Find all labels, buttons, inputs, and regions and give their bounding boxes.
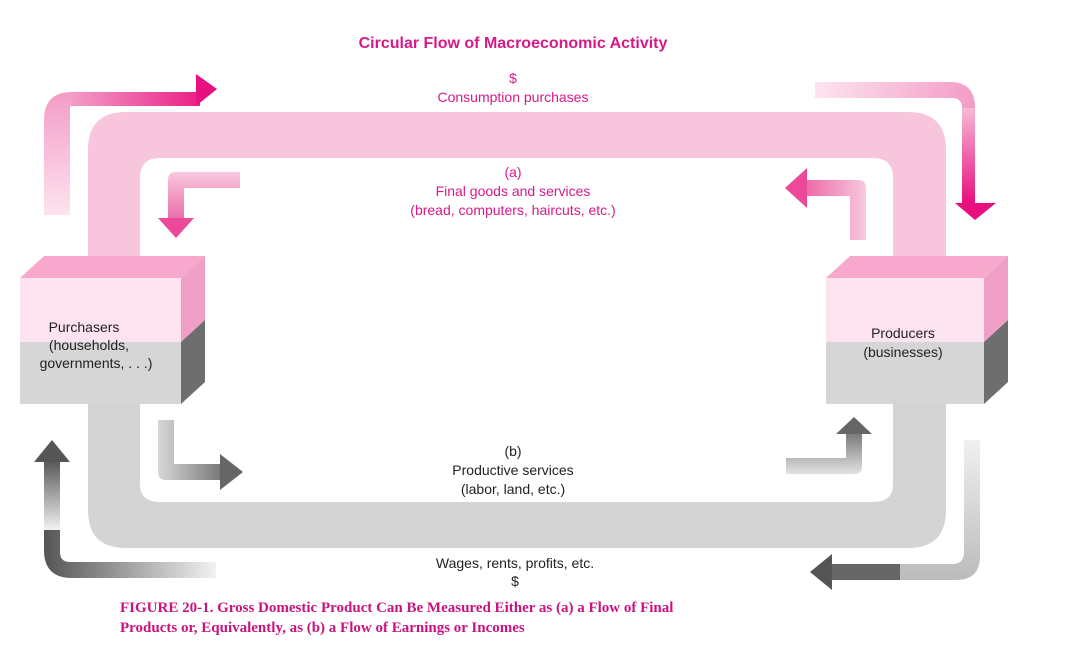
gray-arrow-bottom-right [810,440,980,590]
wages-dollar-sign: $ [511,573,519,589]
gray-arrow-inner-left [158,420,243,490]
final-goods-label: Final goods and services [436,183,591,199]
producers-box [826,256,1008,404]
figure-caption-line1: FIGURE 20-1. Gross Domestic Product Can … [120,600,673,616]
producers-label-line2: (businesses) [863,344,942,360]
diagram-title: Circular Flow of Macroeconomic Activity [359,35,668,52]
final-goods-examples: (bread, computers, haircuts, etc.) [410,202,615,218]
income-flow-band [88,400,946,548]
pink-arrow-inner-right [785,168,866,240]
pink-arrow-inner-left [158,172,240,238]
purchasers-label-line2: (households, [49,337,129,353]
consumption-label: Consumption purchases [438,89,589,105]
purchasers-label-line1: Purchasers [49,319,120,335]
consumption-flow-band [88,112,946,268]
pink-arrow-top-left [44,74,217,215]
productive-services-examples: (labor, land, etc.) [461,481,565,497]
wages-label: Wages, rents, profits, etc. [436,555,594,571]
purchasers-box [20,256,205,404]
productive-services-label: Productive services [452,462,573,478]
final-goods-tag: (a) [504,164,521,180]
gray-arrow-bottom-left [34,440,216,578]
productive-services-tag: (b) [504,443,521,459]
gray-arrow-inner-right [786,417,872,474]
producers-label-line1: Producers [871,325,935,341]
purchasers-label-line3: governments, . . .) [40,355,153,371]
pink-arrow-top-right [815,82,996,220]
consumption-dollar-sign: $ [509,70,517,86]
figure-caption-line2: Products or, Equivalently, as (b) a Flow… [120,620,525,636]
